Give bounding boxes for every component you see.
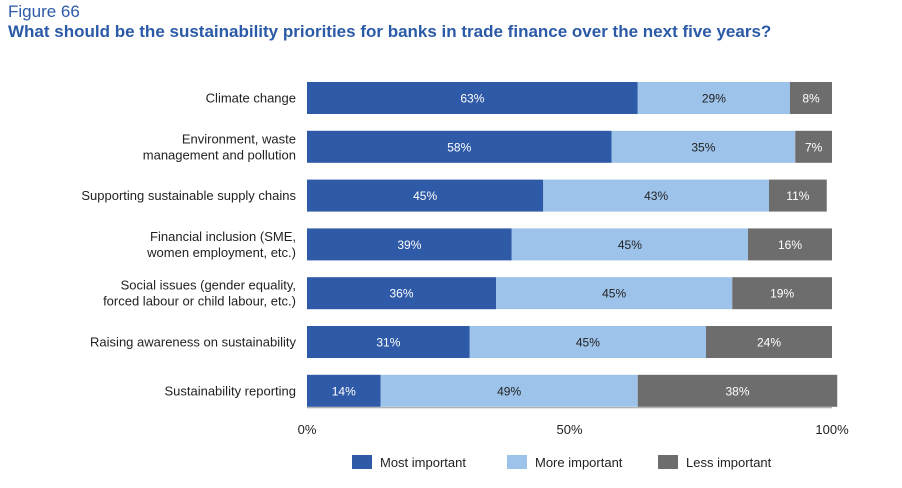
data-label: 63% bbox=[460, 92, 484, 106]
bar-segment-more-important bbox=[380, 374, 638, 407]
data-label: 14% bbox=[332, 384, 356, 398]
data-label: 45% bbox=[618, 238, 642, 252]
legend-swatch bbox=[658, 455, 678, 469]
data-label: 31% bbox=[376, 336, 400, 350]
bar-segment-more-important bbox=[543, 179, 769, 212]
data-label: 39% bbox=[397, 238, 421, 252]
bar-segment-less-important bbox=[790, 82, 832, 114]
category-label: Financial inclusion (SME, women employmen… bbox=[146, 229, 296, 260]
bar-segment-most-important bbox=[307, 374, 381, 407]
bar-segment-more-important bbox=[496, 277, 733, 310]
bar-segment-less-important bbox=[706, 326, 832, 358]
data-label: 35% bbox=[691, 140, 715, 154]
data-label: 49% bbox=[497, 384, 521, 398]
bar-segment-more-important bbox=[611, 130, 796, 163]
bar-segment-more-important bbox=[637, 82, 790, 114]
data-label: 45% bbox=[413, 189, 437, 203]
chart-title: What should be the sustainability priori… bbox=[8, 22, 772, 41]
legend-label: Less important bbox=[686, 455, 772, 470]
data-label: 16% bbox=[778, 238, 802, 252]
category-label: Raising awareness on sustainability bbox=[90, 335, 296, 350]
bar-segment-less-important bbox=[732, 277, 832, 310]
bar-segment-most-important bbox=[307, 326, 470, 358]
bar-segment-more-important bbox=[469, 326, 706, 358]
bar-segment-most-important bbox=[307, 82, 638, 114]
bar-segment-less-important bbox=[769, 179, 827, 212]
data-label: 45% bbox=[602, 287, 626, 301]
x-tick-label: 0% bbox=[298, 422, 317, 437]
x-tick-label: 50% bbox=[556, 422, 582, 437]
category-label: Climate change bbox=[206, 91, 296, 106]
data-label: 43% bbox=[644, 189, 668, 203]
figure-label: Figure 66 bbox=[8, 2, 80, 21]
category-label: Social issues (gender equality, forced la… bbox=[103, 278, 296, 309]
data-label: 45% bbox=[576, 336, 600, 350]
data-label: 58% bbox=[447, 140, 471, 154]
bar-segment-most-important bbox=[307, 228, 512, 261]
legend-swatch bbox=[507, 455, 527, 469]
data-label: 7% bbox=[805, 140, 823, 154]
bar-segment-most-important bbox=[307, 179, 544, 212]
bar-segment-most-important bbox=[307, 130, 612, 163]
data-label: 8% bbox=[802, 92, 820, 106]
legend-label: More important bbox=[535, 455, 623, 470]
data-label: 11% bbox=[786, 189, 809, 203]
data-label: 29% bbox=[702, 92, 726, 106]
category-label: Environment, waste management and polluti… bbox=[143, 131, 296, 162]
x-tick-label: 100% bbox=[815, 422, 849, 437]
data-label: 36% bbox=[389, 287, 413, 301]
legend-swatch bbox=[352, 455, 372, 469]
data-label: 38% bbox=[725, 384, 749, 398]
category-label: Supporting sustainable supply chains bbox=[81, 188, 296, 203]
bar-segment-more-important bbox=[511, 228, 748, 261]
category-label: Sustainability reporting bbox=[164, 383, 296, 398]
bar-segment-less-important bbox=[637, 374, 838, 407]
data-label: 24% bbox=[757, 336, 781, 350]
bar-segment-less-important bbox=[795, 130, 832, 163]
bar-segment-less-important bbox=[748, 228, 832, 261]
legend-label: Most important bbox=[380, 455, 466, 470]
bar-segment-most-important bbox=[307, 277, 496, 310]
data-label: 19% bbox=[770, 287, 794, 301]
